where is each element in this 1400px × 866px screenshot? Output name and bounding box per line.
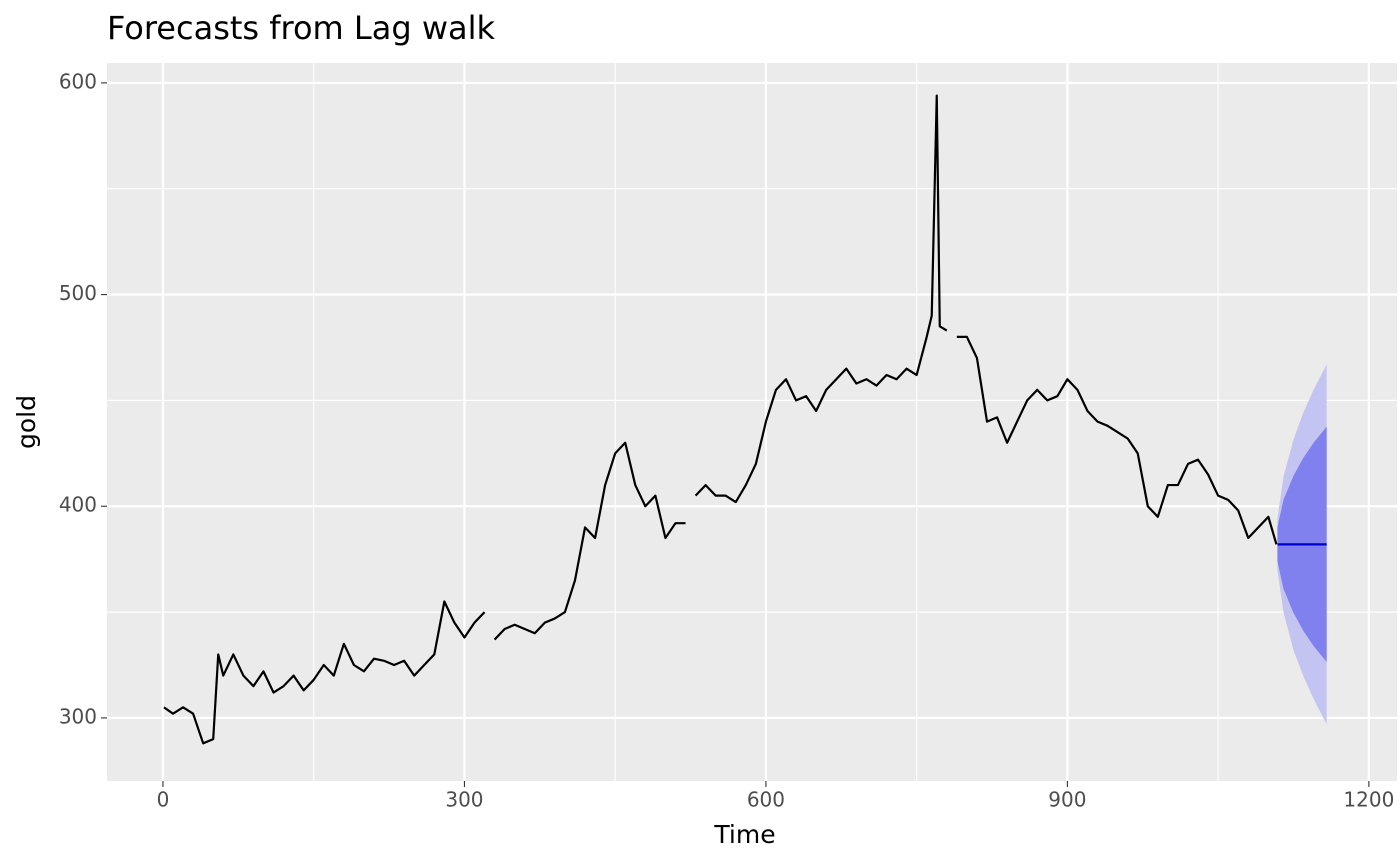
y-tick-label: 600 <box>59 69 97 93</box>
y-axis-title: gold <box>12 395 41 449</box>
y-tick-label: 300 <box>59 704 97 728</box>
chart-title: Forecasts from Lag walk <box>107 9 495 47</box>
x-tick-label: 600 <box>747 788 785 812</box>
x-tick-label: 1200 <box>1343 788 1394 812</box>
x-axis-title: Time <box>713 820 775 849</box>
y-tick-label: 400 <box>59 493 97 517</box>
panel <box>107 63 1397 781</box>
x-tick-label: 0 <box>157 788 170 812</box>
x-tick-label: 900 <box>1048 788 1086 812</box>
y-tick-label: 500 <box>59 281 97 305</box>
x-tick-label: 300 <box>445 788 483 812</box>
series-line <box>163 94 1278 745</box>
